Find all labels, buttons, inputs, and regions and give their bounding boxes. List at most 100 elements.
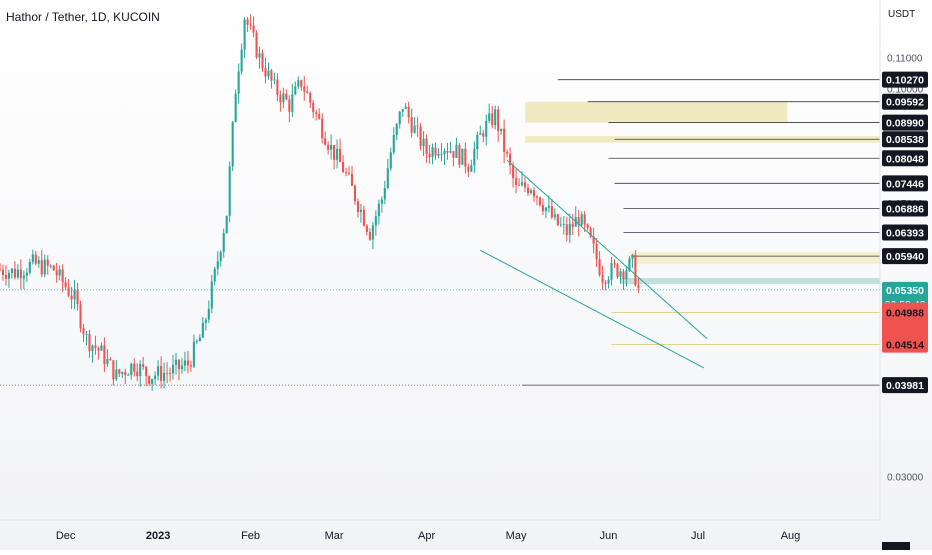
candle: [586, 223, 589, 231]
candle: [76, 282, 79, 311]
trend-line-1: [480, 249, 705, 369]
candle-body: [336, 148, 339, 160]
x-tick-label: Feb: [241, 530, 260, 542]
candle-body: [118, 369, 121, 374]
candle: [94, 335, 97, 355]
candle: [571, 213, 574, 236]
candle: [264, 57, 267, 84]
candle-body: [550, 206, 553, 218]
x-tick-label: Jul: [691, 530, 705, 542]
candle-body: [222, 233, 225, 252]
candle-body: [404, 106, 407, 110]
candle: [500, 128, 503, 135]
candle-body: [31, 254, 34, 262]
candle-body: [231, 122, 234, 167]
candle-body: [631, 254, 634, 259]
candle: [40, 249, 43, 278]
candle: [479, 125, 482, 135]
candle-body: [583, 214, 586, 225]
candle-body: [52, 265, 55, 271]
candle-body: [106, 358, 109, 365]
candle-body: [13, 268, 16, 278]
candle: [413, 117, 416, 134]
candle-body: [383, 187, 386, 200]
candle: [216, 251, 219, 276]
candle: [225, 215, 228, 234]
candle-body: [386, 168, 389, 188]
level-label-bg: [882, 131, 928, 148]
candle-body: [434, 147, 437, 156]
candle: [270, 68, 273, 89]
candle: [398, 110, 401, 129]
candle-body: [88, 334, 91, 352]
candle-body: [586, 224, 589, 229]
candle: [601, 265, 604, 290]
level-label: 0.08048: [882, 150, 928, 167]
candle-body: [177, 359, 181, 370]
candle: [356, 198, 360, 218]
candle: [267, 62, 270, 80]
candle-body: [189, 365, 192, 367]
candle-body: [112, 360, 115, 380]
candle-body: [520, 182, 524, 186]
candle-body: [306, 91, 309, 93]
candle: [88, 329, 91, 358]
candle-body: [109, 358, 112, 361]
candle-body: [198, 337, 201, 342]
candle: [10, 267, 13, 279]
candle: [261, 49, 264, 72]
candle: [449, 141, 452, 154]
level-label: 0.06886: [882, 200, 928, 217]
candle: [371, 221, 374, 250]
candle: [503, 119, 506, 164]
candle: [532, 187, 536, 202]
candle-body: [497, 109, 500, 132]
candle-body: [121, 372, 124, 374]
level-label-bg: [882, 200, 928, 217]
candle: [315, 109, 318, 121]
candle-body: [601, 274, 604, 283]
candle: [523, 177, 527, 192]
candle: [452, 150, 455, 167]
candle: [595, 237, 598, 268]
candle: [613, 259, 616, 268]
candle-body: [401, 109, 404, 112]
candle: [1, 264, 5, 281]
candle: [518, 178, 521, 186]
candle: [97, 346, 100, 360]
candle-body: [124, 372, 127, 376]
candle: [619, 268, 622, 284]
candle-body: [523, 182, 527, 188]
candle: [491, 105, 494, 129]
level-label-text: 0.09592: [886, 97, 924, 109]
candle-body: [455, 145, 458, 158]
candle: [85, 331, 88, 346]
candle-body: [255, 32, 258, 58]
candle-body: [16, 269, 19, 278]
candle: [482, 129, 485, 143]
candle-body: [512, 165, 515, 179]
candle: [455, 137, 458, 158]
candle-body: [428, 153, 431, 158]
candle: [538, 196, 541, 207]
candle-body: [544, 207, 547, 212]
candle-body: [571, 223, 574, 227]
candle: [19, 259, 22, 290]
candle-body: [115, 369, 118, 380]
level-label-text: 0.08538: [886, 134, 924, 146]
candle: [446, 142, 449, 160]
candle-body: [318, 113, 321, 119]
candle: [70, 287, 73, 310]
candle-body: [464, 148, 467, 167]
candle-body: [100, 345, 103, 351]
candle-body: [1, 269, 5, 276]
candle-body: [216, 261, 219, 269]
candle-body: [476, 134, 479, 150]
candle-body: [168, 373, 172, 374]
level-label-text: 0.10270: [886, 75, 924, 87]
candle: [362, 205, 365, 227]
candle-body: [625, 270, 628, 280]
candle: [139, 360, 142, 387]
